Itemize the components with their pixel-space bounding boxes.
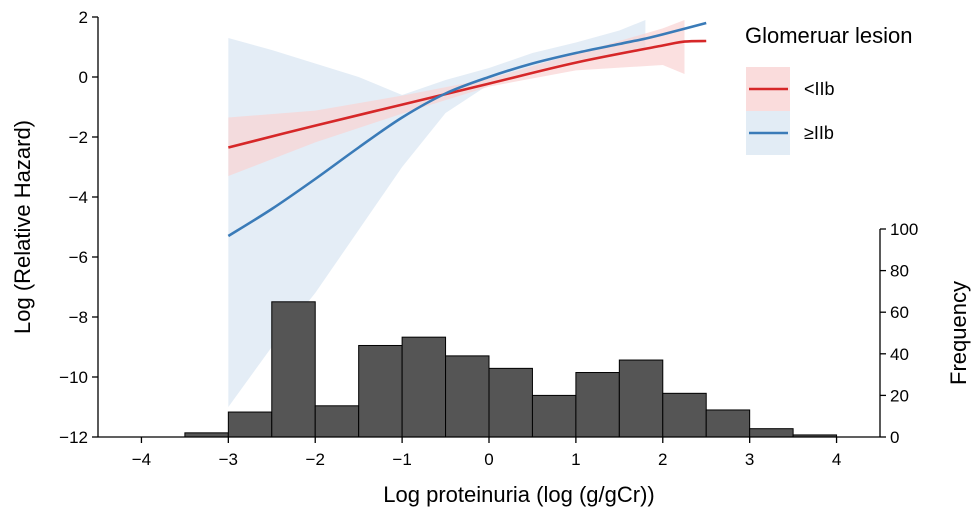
- histogram-bar: [531, 394, 577, 438]
- x-tick-label: −1: [392, 450, 411, 469]
- y2-tick-label: 80: [890, 262, 909, 281]
- y2-tick-label: 100: [890, 220, 918, 239]
- y-tick-label: 2: [79, 8, 88, 27]
- y-tick-label: 0: [79, 68, 88, 87]
- legend-entry-label: <IIb: [804, 79, 835, 99]
- y-tick-label: −4: [69, 188, 88, 207]
- x-axis-title: Log proteinuria (log (g/gCr)): [383, 482, 654, 507]
- x-tick-label: 2: [658, 450, 667, 469]
- band-lt-iib: [228, 20, 685, 176]
- x-tick-label: 0: [484, 450, 493, 469]
- x-tick-label: −4: [132, 450, 151, 469]
- legend: Glomeruar lesion <IIb ≥IIb: [745, 23, 913, 155]
- series-lines: [227, 21, 707, 238]
- confidence-bands: [228, 20, 685, 407]
- x-tick-label: −3: [219, 450, 238, 469]
- legend-title: Glomeruar lesion: [745, 23, 913, 48]
- histogram-bar: [618, 359, 664, 438]
- y-tick-label: −6: [69, 248, 88, 267]
- y2-tick-label: 20: [890, 386, 909, 405]
- histogram-bar: [662, 392, 707, 438]
- legend-entry-label: ≥IIb: [804, 123, 834, 143]
- axes: 20−2−4−6−8−10−12−4 −3 −2 −1 0 1 2 3 410080604020…: [10, 8, 971, 507]
- y-tick-label: −12: [59, 428, 88, 447]
- histogram-bar: [488, 367, 533, 438]
- histogram-bar: [445, 355, 490, 438]
- x-tick-label: 1: [571, 450, 580, 469]
- y-tick-label: −10: [59, 368, 88, 387]
- histogram-bar: [271, 301, 316, 438]
- y2-tick-label: 60: [890, 303, 909, 322]
- histogram-bar: [749, 428, 794, 438]
- histogram-bar: [314, 405, 360, 438]
- series-line-lt-iib: [228, 39, 707, 149]
- histogram-bar: [575, 372, 620, 438]
- y2-tick-label: 0: [890, 428, 899, 447]
- x-tick-label: 3: [745, 450, 754, 469]
- y-tick-label: −8: [69, 308, 88, 327]
- histogram-bar: [401, 336, 447, 438]
- histogram-bar: [705, 409, 751, 438]
- histogram: [184, 301, 838, 438]
- y-axis-title: Log (Relative Hazard): [10, 120, 35, 334]
- series-line-ge-iib: [227, 21, 707, 238]
- histogram-bar: [227, 411, 273, 438]
- x-tick-label: −2: [306, 450, 325, 469]
- x-tick-label: 4: [832, 450, 841, 469]
- histogram-bar: [358, 344, 403, 438]
- y2-tick-label: 40: [890, 345, 909, 364]
- y-tick-label: −2: [69, 128, 88, 147]
- y2-axis-title: Frequency: [946, 281, 971, 385]
